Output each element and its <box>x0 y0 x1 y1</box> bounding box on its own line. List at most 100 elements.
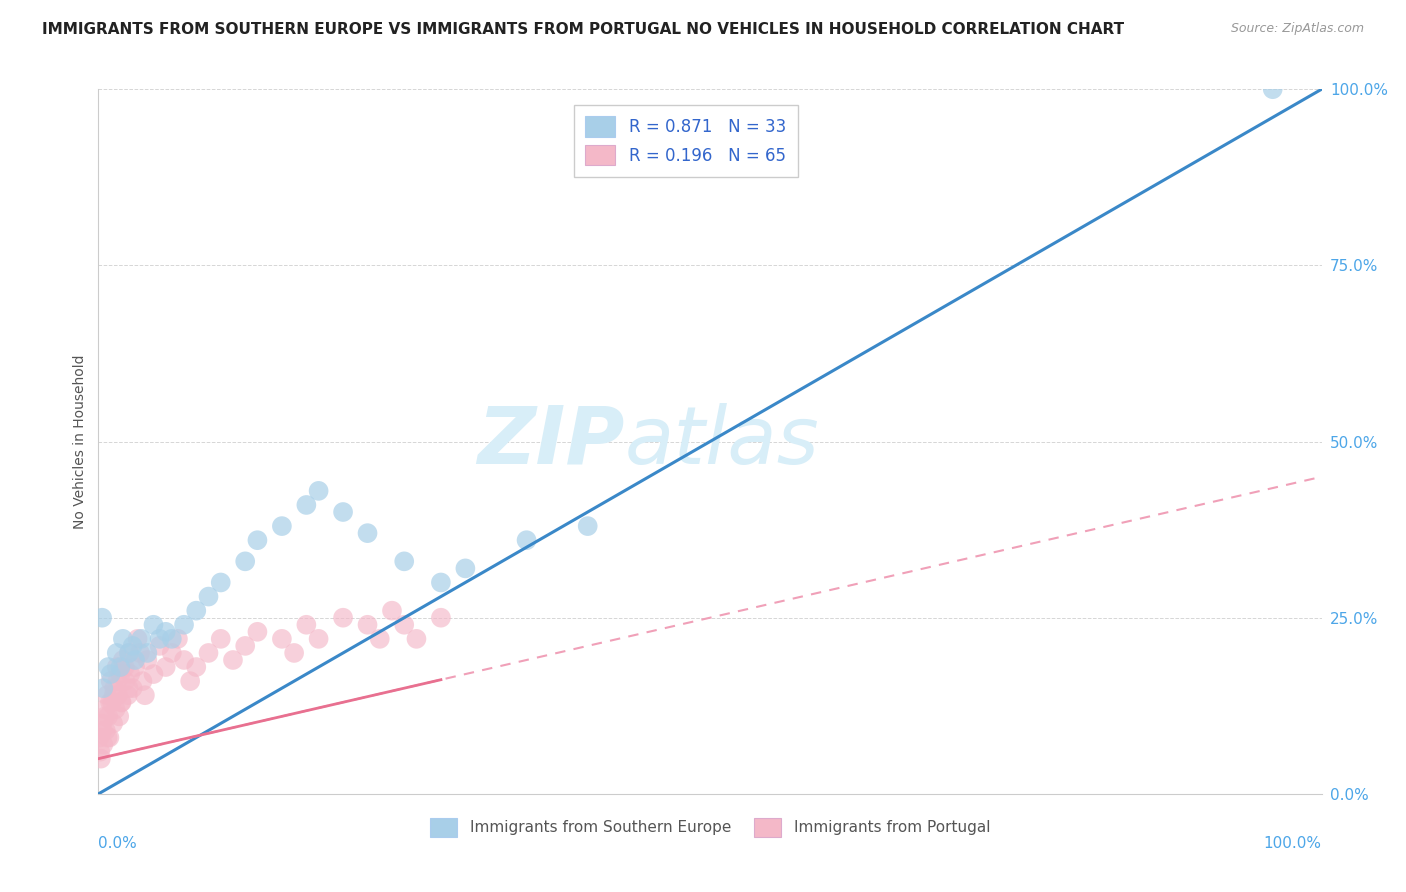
Point <box>233 554 256 568</box>
Point <box>105 660 128 674</box>
Point <box>356 617 378 632</box>
Point <box>90 751 112 765</box>
Point <box>100 667 122 681</box>
Point <box>1261 82 1284 96</box>
Point <box>91 738 114 752</box>
Point <box>103 688 125 702</box>
Point <box>381 604 404 618</box>
Point <box>117 688 139 702</box>
Point <box>97 709 120 723</box>
Point <box>270 632 294 646</box>
Point <box>110 660 132 674</box>
Point <box>93 702 115 716</box>
Point <box>283 646 305 660</box>
Point <box>516 533 538 548</box>
Point <box>91 610 114 624</box>
Point <box>392 554 416 568</box>
Point <box>155 624 177 639</box>
Point <box>96 688 118 702</box>
Point <box>430 610 453 624</box>
Point <box>186 660 208 674</box>
Legend: Immigrants from Southern Europe, Immigrants from Portugal: Immigrants from Southern Europe, Immigra… <box>423 812 997 843</box>
Point <box>124 653 146 667</box>
Point <box>142 667 165 681</box>
Text: atlas: atlas <box>624 402 820 481</box>
Point <box>124 660 146 674</box>
Point <box>89 731 111 745</box>
Point <box>94 709 117 723</box>
Point <box>98 731 121 745</box>
Point <box>368 632 391 646</box>
Point <box>108 709 131 723</box>
Point <box>91 716 114 731</box>
Point <box>94 723 117 738</box>
Point <box>110 667 132 681</box>
Point <box>103 681 125 696</box>
Point <box>308 483 330 498</box>
Point <box>129 632 152 646</box>
Point <box>246 624 269 639</box>
Point <box>104 702 127 716</box>
Point <box>118 646 141 660</box>
Point <box>197 590 219 604</box>
Point <box>91 723 114 738</box>
Point <box>98 695 121 709</box>
Point <box>114 674 136 689</box>
Point <box>97 660 120 674</box>
Point <box>167 632 190 646</box>
Point <box>118 646 141 660</box>
Point <box>100 674 122 689</box>
Point <box>209 632 232 646</box>
Point <box>121 639 143 653</box>
Point <box>430 575 453 590</box>
Point <box>97 731 120 745</box>
Point <box>107 688 129 702</box>
Point <box>111 695 134 709</box>
Point <box>295 498 318 512</box>
Point <box>91 681 114 696</box>
Text: ZIP: ZIP <box>477 402 624 481</box>
Point <box>356 526 378 541</box>
Point <box>129 646 152 660</box>
Point <box>149 632 172 646</box>
Point <box>136 646 159 660</box>
Point <box>121 681 143 696</box>
Point <box>134 688 156 702</box>
Point <box>405 632 427 646</box>
Point <box>127 632 149 646</box>
Point <box>110 695 132 709</box>
Text: IMMIGRANTS FROM SOUTHERN EUROPE VS IMMIGRANTS FROM PORTUGAL NO VEHICLES IN HOUSE: IMMIGRANTS FROM SOUTHERN EUROPE VS IMMIG… <box>42 22 1125 37</box>
Point <box>142 617 165 632</box>
Point <box>308 632 330 646</box>
Point <box>209 575 232 590</box>
Text: 0.0%: 0.0% <box>98 836 138 851</box>
Point <box>105 646 128 660</box>
Point <box>111 632 134 646</box>
Point <box>270 519 294 533</box>
Point <box>160 632 183 646</box>
Text: 100.0%: 100.0% <box>1264 836 1322 851</box>
Point <box>173 653 195 667</box>
Point <box>101 716 124 731</box>
Point <box>186 604 208 618</box>
Y-axis label: No Vehicles in Household: No Vehicles in Household <box>73 354 87 529</box>
Point <box>114 660 136 674</box>
Point <box>111 653 134 667</box>
Point <box>131 674 153 689</box>
Point <box>160 646 183 660</box>
Point <box>576 519 599 533</box>
Point <box>222 653 245 667</box>
Point <box>392 617 416 632</box>
Point <box>197 646 219 660</box>
Point <box>173 617 195 632</box>
Point <box>105 674 128 689</box>
Point <box>233 639 256 653</box>
Point <box>332 505 354 519</box>
Point <box>295 617 318 632</box>
Point <box>149 639 172 653</box>
Point <box>454 561 477 575</box>
Text: Source: ZipAtlas.com: Source: ZipAtlas.com <box>1230 22 1364 36</box>
Point <box>117 681 139 696</box>
Point <box>101 695 124 709</box>
Point <box>179 674 201 689</box>
